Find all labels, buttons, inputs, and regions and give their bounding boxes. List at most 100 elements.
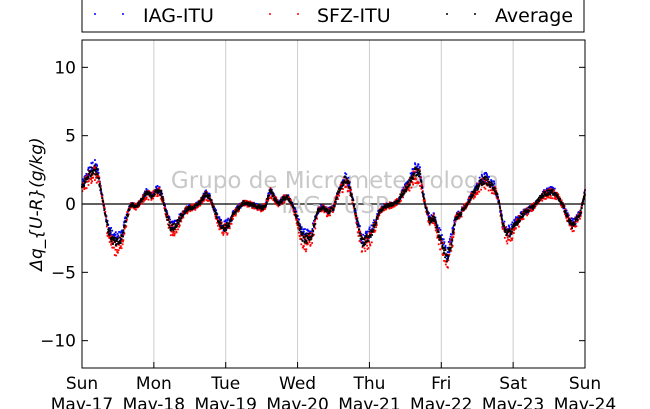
point-sfz-itu [489, 189, 492, 192]
point-average [199, 201, 202, 204]
point-average [118, 236, 121, 239]
point-sfz-itu [367, 247, 370, 249]
point-sfz-itu [476, 191, 479, 194]
point-average [568, 221, 571, 223]
point-average [237, 205, 239, 208]
point-average [141, 200, 143, 203]
point-sfz-itu [361, 250, 363, 253]
point-sfz-itu [302, 245, 305, 247]
point-iag-itu [430, 214, 433, 216]
point-sfz-itu [508, 238, 511, 241]
point-sfz-itu [452, 236, 455, 238]
point-sfz-itu [553, 195, 556, 198]
point-average [415, 168, 418, 170]
point-average [371, 230, 374, 233]
point-average [521, 213, 524, 215]
point-sfz-itu [419, 185, 421, 187]
point-average [90, 173, 93, 176]
point-average [339, 185, 342, 188]
point-average [100, 193, 103, 196]
point-sfz-itu [460, 215, 463, 218]
point-average [491, 184, 494, 187]
point-average [535, 200, 538, 203]
point-sfz-itu [141, 202, 143, 205]
point-iag-itu [106, 219, 109, 222]
point-average [564, 210, 567, 213]
point-average [214, 210, 216, 213]
point-average [412, 177, 415, 180]
point-average [550, 188, 553, 191]
point-sfz-itu [385, 208, 388, 211]
point-average [386, 206, 389, 209]
point-sfz-itu [129, 202, 132, 205]
point-average [252, 205, 255, 208]
point-sfz-itu [330, 208, 333, 211]
point-sfz-itu [545, 192, 548, 195]
point-average [459, 215, 462, 218]
point-iag-itu [226, 218, 229, 221]
point-average [428, 218, 430, 221]
point-iag-itu [409, 172, 412, 175]
point-iag-itu [219, 220, 222, 223]
point-sfz-itu [281, 197, 284, 200]
point-sfz-itu [421, 190, 424, 193]
point-iag-itu [371, 227, 374, 230]
point-average [361, 236, 363, 239]
point-sfz-itu [215, 214, 218, 217]
point-sfz-itu [314, 227, 317, 230]
point-iag-itu [304, 228, 306, 230]
point-average [281, 198, 284, 201]
point-average [314, 215, 317, 218]
point-average [170, 228, 173, 231]
point-average [535, 203, 538, 205]
point-iag-itu [438, 227, 441, 229]
legend-entry-iag-itu: IAG-ITU [94, 5, 214, 27]
point-sfz-itu [270, 197, 273, 200]
point-average [453, 223, 456, 226]
x-tick-label-day-2: Tue [210, 374, 240, 394]
point-average [404, 185, 407, 188]
point-sfz-itu [229, 222, 232, 225]
point-average [476, 185, 479, 188]
point-sfz-itu [279, 203, 282, 206]
point-sfz-itu [318, 206, 320, 209]
point-average [580, 207, 583, 209]
point-average [185, 210, 188, 213]
point-average [366, 239, 369, 242]
point-sfz-itu [365, 237, 368, 240]
point-sfz-itu [395, 204, 398, 207]
point-sfz-itu [260, 210, 262, 213]
point-sfz-itu [225, 223, 228, 226]
point-average [362, 244, 365, 247]
point-sfz-itu [158, 187, 161, 190]
legend-marker-sfz-itu-1 [269, 13, 271, 15]
point-sfz-itu [333, 206, 336, 209]
legend-label-sfz-itu: SFZ-ITU [317, 5, 391, 27]
point-average [335, 197, 338, 200]
point-average [372, 228, 375, 231]
point-iag-itu [87, 166, 90, 169]
point-average [527, 209, 530, 211]
point-iag-itu [423, 193, 425, 196]
point-sfz-itu [517, 225, 520, 228]
point-average [565, 214, 568, 217]
point-sfz-itu [424, 200, 426, 203]
point-average [572, 222, 575, 224]
point-sfz-itu [515, 218, 518, 220]
y-tick-label-1: −5 [51, 263, 76, 283]
point-iag-itu [410, 173, 413, 176]
point-iag-itu [417, 167, 420, 170]
point-sfz-itu [413, 171, 416, 173]
point-average [249, 205, 251, 207]
point-sfz-itu [218, 225, 221, 228]
point-average [247, 202, 250, 205]
point-average [438, 236, 441, 239]
point-iag-itu [121, 229, 123, 232]
point-sfz-itu [415, 168, 418, 171]
x-tick-label-day-6: Sat [499, 374, 527, 394]
point-average [508, 228, 511, 231]
point-sfz-itu [322, 209, 325, 212]
point-sfz-itu [190, 203, 193, 206]
point-sfz-itu [420, 187, 423, 190]
